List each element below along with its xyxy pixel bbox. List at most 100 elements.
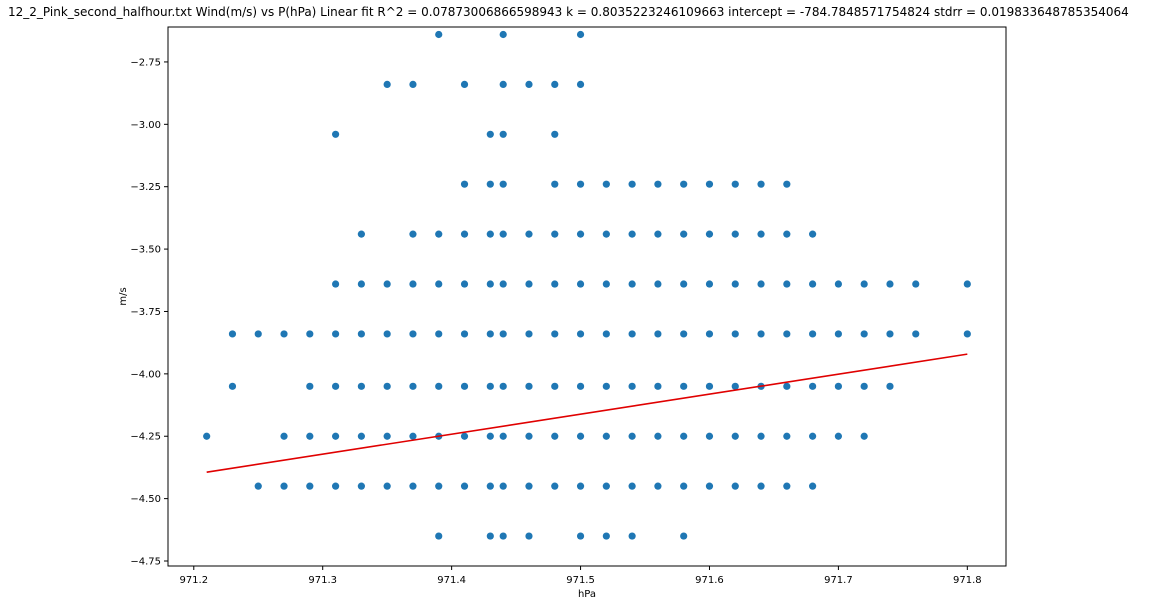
- data-point: [499, 382, 507, 390]
- data-point: [731, 180, 739, 188]
- data-point: [228, 330, 237, 338]
- data-point: [409, 432, 417, 440]
- x-tick-label: 971.2: [179, 575, 208, 586]
- data-point: [654, 382, 662, 390]
- data-point: [486, 130, 494, 138]
- data-point: [705, 230, 714, 238]
- data-point: [486, 280, 494, 288]
- data-point: [628, 330, 636, 338]
- data-point: [834, 432, 843, 440]
- data-point: [525, 382, 533, 390]
- data-point: [499, 80, 507, 88]
- data-point: [680, 330, 688, 338]
- data-point: [602, 180, 610, 188]
- data-point: [576, 180, 585, 188]
- x-tick-label: 971.4: [437, 575, 466, 586]
- data-point: [409, 330, 417, 338]
- data-point: [499, 180, 507, 188]
- data-point: [809, 482, 817, 490]
- data-point: [486, 482, 494, 490]
- data-point: [254, 482, 262, 490]
- data-point: [654, 180, 662, 188]
- data-point: [228, 382, 237, 390]
- data-point: [963, 330, 971, 338]
- data-point: [628, 482, 636, 490]
- data-point: [705, 482, 714, 490]
- data-point: [860, 432, 868, 440]
- y-tick-label: −4.00: [130, 369, 161, 380]
- data-point: [731, 280, 739, 288]
- data-point: [886, 330, 894, 338]
- data-point: [499, 130, 507, 138]
- data-point: [860, 382, 868, 390]
- data-point: [409, 382, 417, 390]
- data-point: [731, 432, 739, 440]
- data-point: [383, 280, 391, 288]
- data-point: [499, 230, 507, 238]
- data-point: [705, 280, 714, 288]
- data-point: [731, 482, 739, 490]
- data-point: [460, 382, 469, 390]
- fit-line: [206, 353, 968, 473]
- data-point: [435, 330, 443, 338]
- data-point: [834, 382, 843, 390]
- data-point: [576, 482, 585, 490]
- data-point: [357, 230, 365, 238]
- data-point: [783, 382, 791, 390]
- y-tick-label: −4.75: [130, 557, 161, 568]
- data-point: [680, 382, 688, 390]
- scatter-points: [203, 30, 971, 540]
- data-point: [602, 382, 610, 390]
- data-point: [525, 482, 533, 490]
- data-point: [731, 230, 739, 238]
- data-point: [460, 482, 469, 490]
- data-point: [783, 482, 791, 490]
- y-tick-label: −4.50: [130, 494, 161, 505]
- data-point: [551, 130, 559, 138]
- data-point: [602, 230, 610, 238]
- data-point: [499, 280, 507, 288]
- data-point: [306, 432, 314, 440]
- data-point: [705, 382, 714, 390]
- data-point: [499, 482, 507, 490]
- data-point: [332, 432, 340, 440]
- data-point: [551, 280, 559, 288]
- data-point: [435, 30, 443, 39]
- data-point: [460, 80, 469, 88]
- data-point: [576, 382, 585, 390]
- data-point: [886, 280, 894, 288]
- data-point: [332, 482, 340, 490]
- data-point: [783, 432, 791, 440]
- plot-frame: [167, 26, 1007, 567]
- data-point: [576, 280, 585, 288]
- data-point: [357, 330, 365, 338]
- data-point: [602, 432, 610, 440]
- data-point: [486, 180, 494, 188]
- data-point: [525, 330, 533, 338]
- data-point: [435, 280, 443, 288]
- data-point: [551, 382, 559, 390]
- data-point: [280, 330, 288, 338]
- x-axis-label: hPa: [578, 589, 596, 600]
- data-point: [860, 330, 868, 338]
- data-point: [460, 280, 469, 288]
- data-point: [680, 230, 688, 238]
- data-point: [460, 330, 469, 338]
- data-point: [383, 330, 391, 338]
- y-tick-label: −2.75: [130, 57, 161, 68]
- data-point: [757, 280, 765, 288]
- data-point: [435, 532, 443, 540]
- data-point: [460, 432, 469, 440]
- data-point: [525, 280, 533, 288]
- data-point: [576, 330, 585, 338]
- data-point: [809, 230, 817, 238]
- x-tick-label: 971.5: [566, 575, 595, 586]
- data-point: [809, 330, 817, 338]
- data-point: [602, 482, 610, 490]
- data-point: [551, 80, 559, 88]
- data-point: [809, 382, 817, 390]
- data-point: [912, 330, 920, 338]
- data-point: [783, 180, 791, 188]
- data-point: [680, 180, 688, 188]
